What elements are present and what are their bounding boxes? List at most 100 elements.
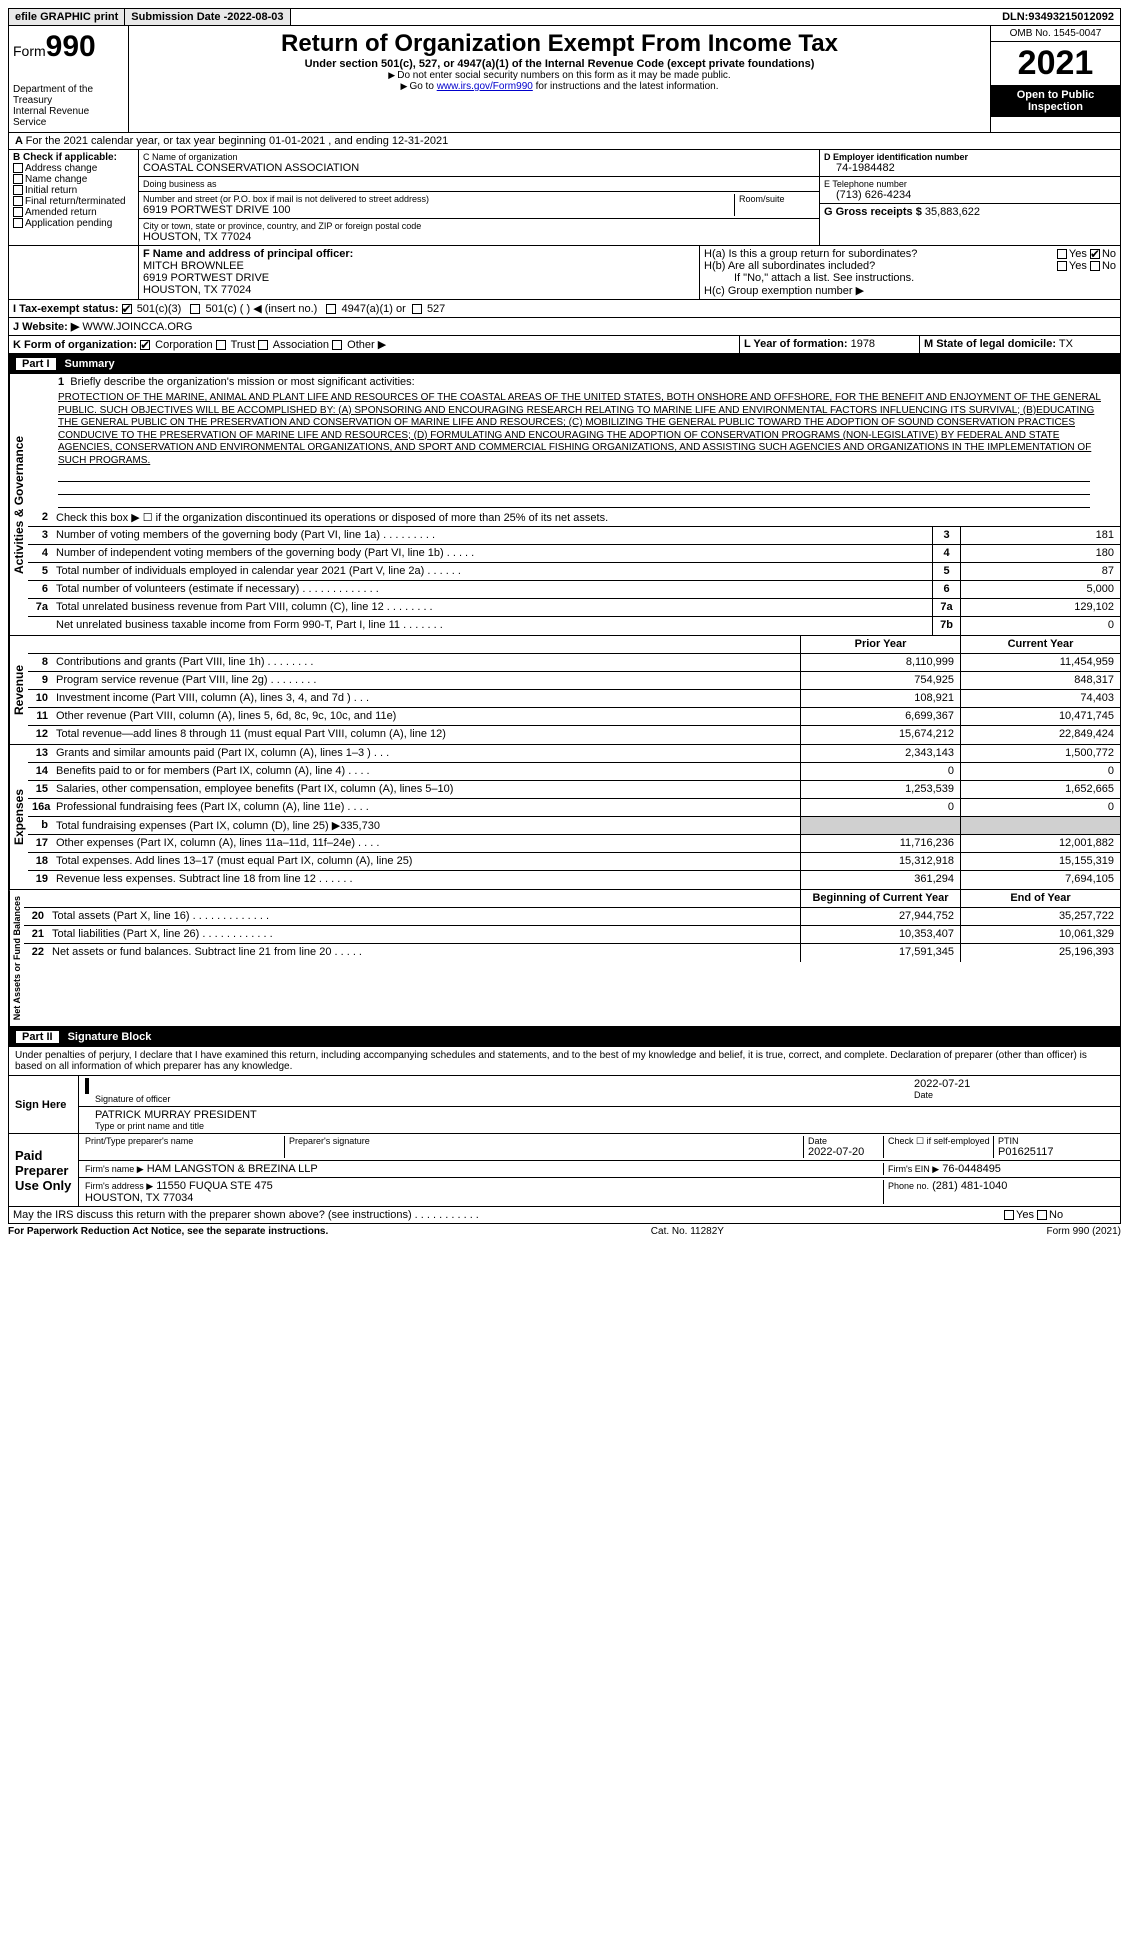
- dba-label: Doing business as: [143, 179, 815, 189]
- line1-label: Briefly describe the organization's miss…: [70, 376, 414, 388]
- j-label: J Website: ▶: [13, 321, 79, 333]
- ein-value: 74-1984482: [824, 162, 1116, 174]
- summary-governance: Activities & Governance 1 Briefly descri…: [8, 374, 1121, 636]
- submission-value: 2022-08-03: [227, 11, 283, 23]
- summary-revenue: Revenue Prior YearCurrent Year 8Contribu…: [8, 636, 1121, 745]
- col-de: D Employer identification number 74-1984…: [820, 150, 1120, 245]
- cb-501c3[interactable]: [122, 304, 132, 314]
- gov-row: 4Number of independent voting members of…: [28, 545, 1120, 563]
- section-bcde: B Check if applicable: Address change Na…: [8, 150, 1121, 246]
- k-opt0: Corporation: [155, 339, 212, 351]
- officer-sig-label: Signature of officer: [85, 1094, 914, 1104]
- discuss-text: May the IRS discuss this return with the…: [9, 1207, 1000, 1223]
- form-title: Return of Organization Exempt From Incom…: [133, 30, 986, 58]
- prep-date: 2022-07-20: [808, 1146, 883, 1158]
- firm-addr-label: Firm's address ▶: [85, 1181, 153, 1191]
- cb-association[interactable]: [258, 340, 268, 350]
- cb-label-1: Name change: [25, 174, 87, 185]
- gross-label: G Gross receipts $: [824, 206, 922, 218]
- cb-other[interactable]: [332, 340, 342, 350]
- cb-corporation[interactable]: [140, 340, 150, 350]
- street-label: Number and street (or P.O. box if mail i…: [143, 194, 730, 204]
- cb-initial-return[interactable]: [13, 185, 23, 195]
- tax-year: 2021: [991, 42, 1120, 85]
- f-city: HOUSTON, TX 77024: [143, 284, 695, 296]
- part2-title: Signature Block: [68, 1031, 152, 1043]
- hc-label: H(c) Group exemption number ▶: [704, 284, 1116, 297]
- col-c: C Name of organization COASTAL CONSERVAT…: [139, 150, 820, 245]
- table-row: 16aProfessional fundraising fees (Part I…: [28, 799, 1120, 817]
- k-label: K Form of organization:: [13, 339, 137, 351]
- header-center: Return of Organization Exempt From Incom…: [129, 26, 990, 132]
- officer-type-label: Type or print name and title: [85, 1121, 257, 1131]
- col-end: End of Year: [960, 890, 1120, 907]
- k-opt3: Other ▶: [347, 339, 386, 351]
- gov-row: Net unrelated business taxable income fr…: [28, 617, 1120, 635]
- phone-value: (713) 626-4234: [824, 189, 1116, 201]
- part2-header: Part II Signature Block: [8, 1027, 1121, 1047]
- table-row: 12Total revenue—add lines 8 through 11 (…: [28, 726, 1120, 744]
- ha-yes[interactable]: [1057, 249, 1067, 259]
- ptin-value: P01625117: [998, 1146, 1114, 1158]
- cb-527[interactable]: [412, 304, 422, 314]
- tab-governance: Activities & Governance: [9, 374, 28, 635]
- row-klm: K Form of organization: Corporation Trus…: [8, 336, 1121, 354]
- dln-label: DLN:: [1002, 11, 1028, 23]
- period-prefix: A: [15, 135, 23, 147]
- hb-no[interactable]: [1090, 261, 1100, 271]
- open-inspection: Open to Public Inspection: [991, 85, 1120, 117]
- discuss-yes-label: Yes: [1016, 1209, 1034, 1221]
- row-j: J Website: ▶ WWW.JOINCCA.ORG: [8, 318, 1121, 336]
- table-row: 14Benefits paid to or for members (Part …: [28, 763, 1120, 781]
- form990-link[interactable]: www.irs.gov/Form990: [437, 81, 533, 92]
- perjury-text: Under penalties of perjury, I declare th…: [8, 1047, 1121, 1076]
- cb-application-pending[interactable]: [13, 218, 23, 228]
- f-street: 6919 PORTWEST DRIVE: [143, 272, 695, 284]
- gov-row: 7aTotal unrelated business revenue from …: [28, 599, 1120, 617]
- cb-final-return[interactable]: [13, 196, 23, 206]
- summary-expenses: Expenses 13Grants and similar amounts pa…: [8, 745, 1121, 890]
- hb-yes-label: Yes: [1069, 260, 1087, 272]
- cb-4947[interactable]: [326, 304, 336, 314]
- table-row: 20Total assets (Part X, line 16) . . . .…: [24, 908, 1120, 926]
- discuss-no[interactable]: [1037, 1210, 1047, 1220]
- sign-here-label: Sign Here: [9, 1076, 79, 1133]
- i-opt4: 527: [427, 303, 445, 315]
- pra-notice: For Paperwork Reduction Act Notice, see …: [8, 1226, 328, 1237]
- ptin-label: PTIN: [998, 1136, 1114, 1146]
- f-name: MITCH BROWNLEE: [143, 260, 695, 272]
- header-left: Form990 Department of the Treasury Inter…: [9, 26, 129, 132]
- org-name: COASTAL CONSERVATION ASSOCIATION: [143, 162, 815, 174]
- table-row: 18Total expenses. Add lines 13–17 (must …: [28, 853, 1120, 871]
- firm-name-label: Firm's name ▶: [85, 1164, 144, 1174]
- efile-print-button[interactable]: efile GRAPHIC print: [9, 9, 125, 25]
- blank-line: [58, 470, 1090, 482]
- cb-501c[interactable]: [190, 304, 200, 314]
- discuss-yes[interactable]: [1004, 1210, 1014, 1220]
- i-opt3: 4947(a)(1) or: [342, 303, 406, 315]
- col-b: B Check if applicable: Address change Na…: [9, 150, 139, 245]
- gross-value: 35,883,622: [925, 206, 980, 218]
- submission-date: Submission Date - 2022-08-03: [125, 9, 290, 25]
- cb-name-change[interactable]: [13, 174, 23, 184]
- period-row: A For the 2021 calendar year, or tax yea…: [8, 133, 1121, 150]
- firm-ein-label: Firm's EIN ▶: [888, 1164, 939, 1174]
- form-subtitle: Under section 501(c), 527, or 4947(a)(1)…: [133, 58, 986, 70]
- cb-amended-return[interactable]: [13, 207, 23, 217]
- cb-address-change[interactable]: [13, 163, 23, 173]
- part1-header: Part I Summary: [8, 354, 1121, 374]
- line2: Check this box ▶ ☐ if the organization d…: [52, 509, 1120, 526]
- table-row: 9Program service revenue (Part VIII, lin…: [28, 672, 1120, 690]
- ha-no[interactable]: [1090, 249, 1100, 259]
- discuss-row: May the IRS discuss this return with the…: [8, 1207, 1121, 1224]
- discuss-no-label: No: [1049, 1209, 1063, 1221]
- gov-row: 6Total number of volunteers (estimate if…: [28, 581, 1120, 599]
- cb-trust[interactable]: [216, 340, 226, 350]
- cb-label-5: Application pending: [25, 218, 112, 229]
- tab-net: Net Assets or Fund Balances: [9, 890, 24, 1026]
- i-opt2: 501(c) ( ) ◀ (insert no.): [206, 303, 318, 315]
- col-prior: Prior Year: [800, 636, 960, 653]
- k-opt2: Association: [273, 339, 329, 351]
- mission-text: PROTECTION OF THE MARINE, ANIMAL AND PLA…: [28, 390, 1120, 469]
- hb-yes[interactable]: [1057, 261, 1067, 271]
